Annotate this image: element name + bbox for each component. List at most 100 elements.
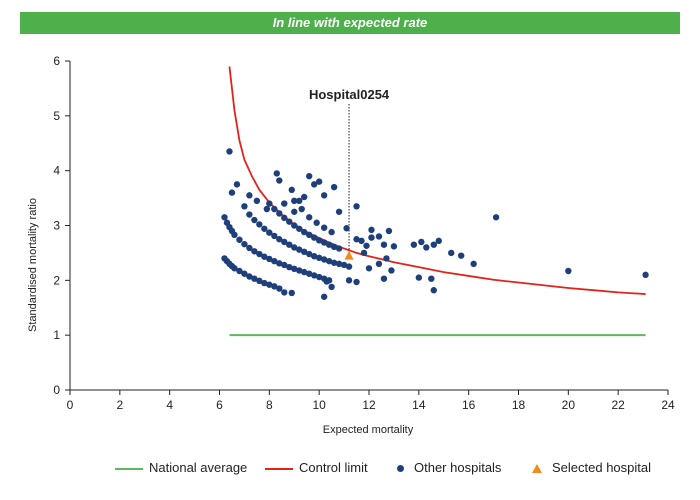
hospital-point [281,200,288,207]
legend: National average Control limit Other hos… [0,456,700,480]
hospital-point [286,218,293,225]
x-tick-label: 6 [216,398,223,412]
hospital-point [241,240,248,248]
hospital-point [241,270,248,277]
hospital-point [360,249,368,257]
hospital-point [256,250,263,258]
legend-item-others: Other hospitals [385,456,501,480]
legend-item-national: National average [115,456,247,480]
hospital-point [273,170,281,177]
x-tick-label: 12 [362,398,376,412]
hospital-point [565,267,572,275]
hospital-point [251,275,258,282]
hospital-point [256,277,263,285]
control-limit-swatch [265,467,293,470]
hospital-point [276,177,283,184]
hospital-point [330,243,338,251]
hospital-point [276,210,283,217]
x-tick-label: 16 [462,398,476,412]
hospital-point [320,224,328,231]
scatter-points [221,148,649,300]
y-axis-label: Standardised mortality ratio [27,198,39,332]
hospital-point [335,245,343,252]
hospital-point [261,253,268,260]
hospital-point [251,216,258,224]
hospital-point [251,248,258,255]
legend-label-control: Control limit [299,460,368,475]
hospital-point [423,244,430,251]
hospital-point [276,236,283,243]
x-tick-label: 14 [412,398,426,412]
hospital-point [328,283,335,291]
hospital-point [226,148,233,155]
hospital-point [228,189,236,196]
hospital-point [246,192,253,199]
hospital-point [315,254,323,262]
national-average-swatch [115,467,143,470]
legend-label-national: National average [149,460,248,475]
hospital-point [301,268,308,276]
hospital-point [291,208,298,215]
hospital-point [263,205,271,213]
hospital-point [231,265,238,272]
y-tick-label: 6 [53,54,60,68]
control-limit-curve [228,66,646,295]
hospital-point [241,203,248,210]
hospital-point [271,205,278,213]
x-tick-label: 18 [512,398,526,412]
hospital-point [288,289,295,297]
hospital-point [320,239,328,246]
y-tick-label: 1 [53,328,60,342]
hospital-point [315,273,323,281]
hospital-point [296,197,303,205]
annotation-label: Hospital0254 [309,87,390,102]
y-tick-label: 4 [53,164,60,178]
hospital-point [320,256,328,263]
hospital-point [301,193,308,201]
hospital-point [385,227,393,235]
hospital-point [642,271,649,279]
hospital-point [335,208,343,215]
hospital-point [328,228,335,236]
hospital-point [365,265,373,272]
hospital-point [380,241,388,248]
hospital-point [340,261,348,269]
hospital-point [281,214,288,222]
hospital-point [221,214,228,221]
hospital-point [298,205,305,213]
x-tick-label: 10 [312,398,326,412]
y-tick-label: 0 [53,383,60,397]
hospital-point [325,241,333,248]
hospital-point [330,183,338,191]
hospital-point [266,281,273,288]
x-tick-label: 0 [67,398,74,412]
hospital-point [418,238,425,246]
hospital-point [281,238,288,246]
x-axis-label: Expected mortality [323,424,414,436]
legend-label-others: Other hospitals [414,460,502,475]
hospital-point [286,241,293,248]
y-tick-label: 5 [53,109,60,123]
hospital-point [343,225,350,232]
hospital-point [368,234,375,241]
y-tick-label: 3 [53,219,60,233]
x-tick-label: 4 [166,398,173,412]
hospital-point [233,181,241,188]
x-ticks: 0 2 4 6 8 10 12 14 16 18 20 22 24 [67,390,675,412]
selected-hospital-swatch [532,464,542,474]
hospital-point [315,178,323,185]
hospital-point [236,267,243,275]
hospital-point [383,255,390,262]
hospital-point [430,287,437,294]
hospital-point [246,211,253,218]
hospital-point [306,172,313,180]
hospital-point [271,257,278,265]
hospital-point [306,231,313,239]
hospital-point [353,203,360,210]
hospital-point [320,293,328,300]
legend-label-selected: Selected hospital [552,460,652,475]
hospital-point [306,214,313,221]
hospital-point [266,255,273,263]
